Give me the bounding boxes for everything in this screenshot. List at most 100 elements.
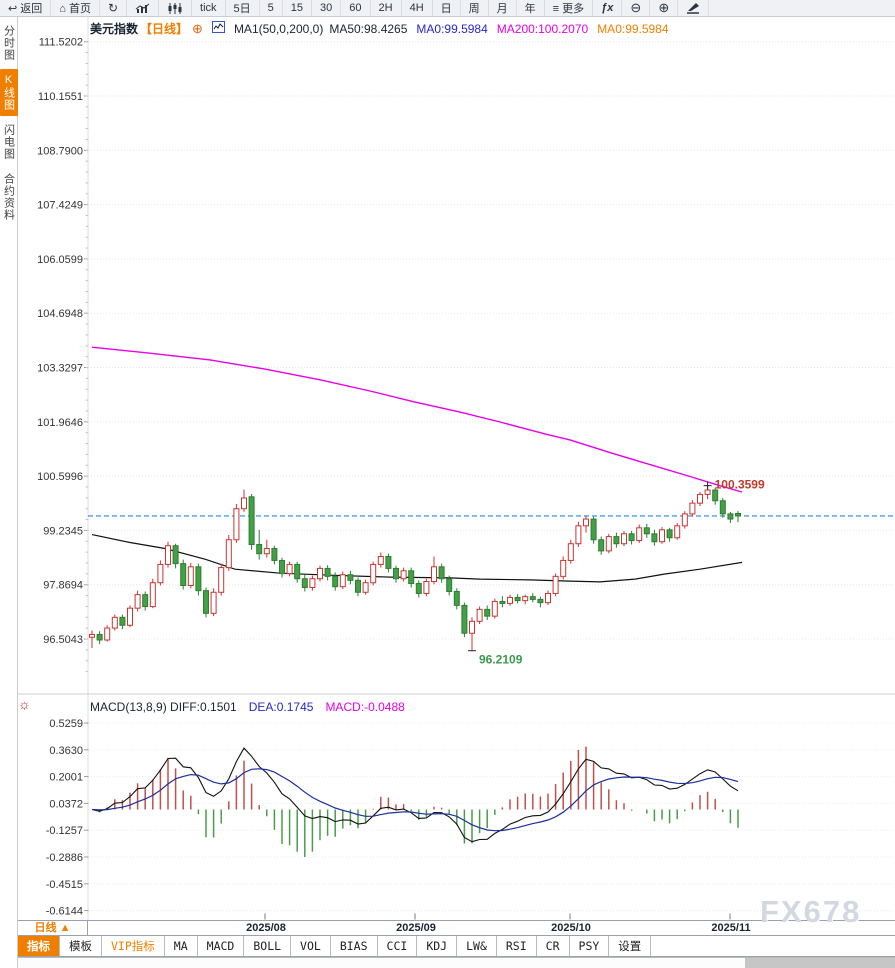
tab-indicators[interactable]: 指标	[18, 936, 60, 956]
period-month-button[interactable]: 月	[489, 0, 517, 16]
svg-text:-0.6144: -0.6144	[46, 906, 83, 918]
period-selector[interactable]: 日线 ▲	[18, 921, 88, 935]
period-5min-button[interactable]: 5	[260, 0, 283, 16]
tab-vip-indicators[interactable]: VIP指标	[102, 936, 165, 956]
macd-dea-line	[91, 768, 739, 832]
candle	[491, 600, 498, 617]
candle	[583, 518, 589, 527]
svg-text:-0.4515: -0.4515	[46, 879, 83, 891]
zoom-out-button[interactable]: ⊖	[622, 0, 651, 16]
candle	[514, 596, 521, 602]
candle	[735, 512, 741, 517]
candle	[241, 497, 247, 510]
sidebar-item-time-chart[interactable]: 分时图	[2, 25, 15, 61]
ma50-value: MA50:98.4265	[329, 21, 408, 36]
candle	[271, 548, 278, 561]
candle	[294, 563, 301, 580]
more-button[interactable]: ≡ 更多	[545, 0, 594, 16]
line-chart-type-button[interactable]	[127, 0, 160, 16]
period-4h-button[interactable]: 4H	[402, 0, 433, 16]
tab-psy[interactable]: PSY	[570, 936, 610, 956]
period-tick-button[interactable]: tick	[192, 0, 226, 16]
tab-cr[interactable]: CR	[537, 936, 570, 956]
fx-indicator-button[interactable]: ƒx	[593, 0, 623, 16]
crosshair-icon[interactable]: ⊕	[192, 20, 203, 36]
candle	[355, 579, 361, 593]
candle	[545, 592, 551, 604]
candle	[613, 536, 620, 545]
high-price-label: 100.3599	[715, 478, 765, 492]
candle	[286, 563, 293, 575]
candle	[309, 578, 316, 588]
candle	[385, 555, 392, 569]
sidebar-item-contract-info[interactable]: 合约资料	[2, 173, 15, 221]
scrollbar-thumb[interactable]: ▲	[745, 958, 895, 968]
candle	[165, 545, 171, 565]
candlestick-icon	[167, 2, 183, 14]
svg-text:96.5043: 96.5043	[43, 634, 83, 646]
tab-boll[interactable]: BOLL	[244, 936, 292, 956]
candle	[522, 596, 529, 602]
period-day-button[interactable]: 日	[433, 0, 461, 16]
candle	[537, 598, 544, 604]
candle	[727, 513, 734, 520]
candle	[332, 575, 339, 588]
home-button[interactable]: ⌂ 首页	[51, 0, 100, 16]
tab-vol[interactable]: VOL	[291, 936, 331, 956]
candle	[89, 633, 95, 638]
chart-legend: 美元指数 【日线】 ⊕ MA1(50,0,200,0) MA50:98.4265 M…	[90, 21, 669, 36]
tab-kdj[interactable]: KDJ	[417, 936, 458, 956]
tab-templates[interactable]: 模板	[60, 936, 102, 956]
candle	[681, 513, 688, 527]
candle	[172, 545, 179, 565]
ma-settings-label: MA1(50,0,200,0)	[233, 21, 324, 36]
tab-lw[interactable]: LW&	[457, 936, 497, 956]
draw-tools-button[interactable]	[678, 0, 710, 16]
tab-bias[interactable]: BIAS	[331, 936, 378, 956]
chart-type-sidebar: 分时图 K线图 闪电图 合约资料	[0, 17, 18, 968]
zoom-in-button[interactable]: ⊕	[650, 0, 679, 16]
sidebar-item-lightning-chart[interactable]: 闪电图	[2, 124, 15, 160]
candle	[111, 616, 118, 629]
indicator-icon[interactable]	[211, 21, 225, 36]
candle	[697, 493, 703, 504]
period-week-button[interactable]: 周	[461, 0, 489, 16]
tab-rsi[interactable]: RSI	[497, 936, 537, 956]
candle	[104, 627, 111, 641]
candle	[605, 536, 612, 552]
back-button[interactable]: ↩ 返回	[0, 0, 52, 16]
period-15min-button[interactable]: 15	[283, 0, 313, 16]
sidebar-item-kline-chart[interactable]: K线图	[0, 69, 18, 116]
horizontal-scrollbar[interactable]: ▲	[18, 957, 895, 968]
tab-ma[interactable]: MA	[165, 936, 198, 956]
svg-text:0.2001: 0.2001	[49, 772, 83, 784]
candle	[119, 616, 126, 626]
tab-macd[interactable]: MACD	[198, 936, 245, 956]
macd-name-diff-value: MACD(13,8,9) DIFF:0.1501	[90, 700, 237, 714]
period-30min-button[interactable]: 30	[312, 0, 342, 16]
candle	[218, 567, 225, 593]
candle	[195, 566, 202, 592]
candlestick-type-button[interactable]	[159, 0, 193, 16]
candle	[423, 581, 430, 594]
tab-settings[interactable]: 设置	[609, 936, 652, 956]
candle	[256, 544, 263, 555]
tab-cci[interactable]: CCI	[378, 936, 418, 956]
candle	[469, 620, 475, 634]
period-60min-button[interactable]: 60	[341, 0, 371, 16]
period-5day-button[interactable]: 5日	[226, 0, 260, 16]
ma200-value: MA200:100.2070	[496, 21, 589, 36]
candle	[377, 555, 384, 565]
ma200-line	[91, 346, 743, 493]
period-year-button[interactable]: 年	[517, 0, 545, 16]
refresh-button[interactable]: ↻	[100, 0, 128, 16]
indicator-settings-icon[interactable]: ☼	[18, 696, 31, 712]
macd-legend: MACD(13,8,9) DIFF:0.1501 DEA:0.1745 MACD…	[90, 700, 405, 714]
candle	[651, 533, 658, 543]
period-2h-button[interactable]: 2H	[371, 0, 402, 16]
candle	[674, 525, 681, 539]
axis-label-month: 2025/09	[396, 922, 436, 934]
svg-text:100.5996: 100.5996	[37, 471, 83, 483]
